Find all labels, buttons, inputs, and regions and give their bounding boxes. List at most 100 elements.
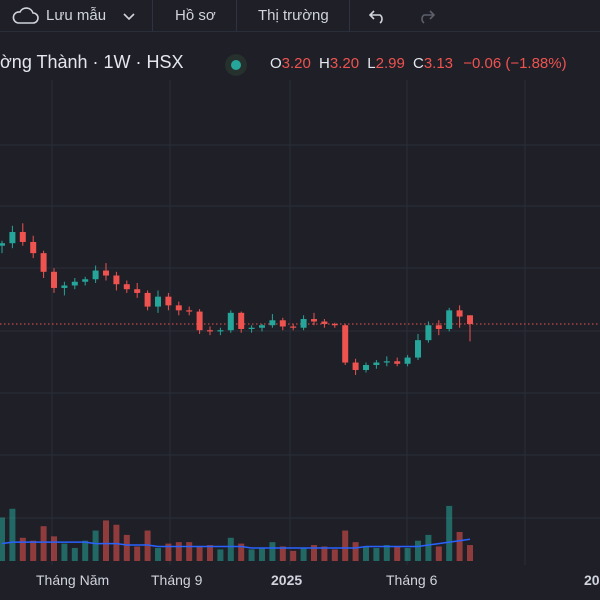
volume-bar [19, 537, 26, 561]
volume-bar [435, 546, 442, 561]
volume-bar [186, 542, 193, 561]
volume-bar [103, 520, 109, 561]
candle-body [363, 365, 369, 370]
volume-bar [259, 547, 265, 561]
market-status-indicator[interactable] [225, 54, 247, 76]
x-axis-label: Tháng 9 [151, 572, 203, 588]
volume-bar [82, 540, 89, 561]
x-axis-label: Tháng Năm [36, 572, 110, 588]
open-value: 3.20 [281, 55, 311, 72]
volume-bar [342, 530, 349, 561]
volume-bar [0, 517, 5, 561]
volume-bar [415, 540, 421, 561]
layout-dropdown-button[interactable] [122, 0, 136, 31]
candle-body [30, 241, 37, 254]
volume-bar [404, 547, 411, 561]
candle-body [71, 281, 78, 286]
candle-body [134, 289, 141, 293]
candle-body [217, 330, 224, 332]
volume-ma-line [1, 538, 471, 549]
undo-button[interactable] [368, 0, 388, 31]
candle-body [113, 275, 120, 285]
volume-bar [311, 545, 317, 561]
open-label: O [270, 55, 282, 72]
save-layout-label: Lưu mẫu [46, 7, 107, 24]
volume-bar [207, 545, 213, 561]
candle-body [19, 232, 26, 242]
candle-body [300, 319, 307, 328]
x-axis-label: Tháng 6 [386, 572, 438, 588]
chevron-down-icon [123, 12, 135, 20]
candle-body [279, 320, 286, 327]
volume-bar [196, 546, 203, 561]
toolbar-divider [236, 0, 237, 31]
top-toolbar: Lưu mẫu Hồ sơ Thị trường [0, 0, 600, 32]
candle-body [0, 243, 5, 246]
volume-bar [248, 549, 255, 561]
candles [0, 223, 473, 375]
volume-bar [92, 530, 99, 561]
candle-body [196, 311, 203, 331]
candle-body [175, 305, 182, 311]
candle-body [342, 325, 349, 363]
volume-bar [352, 542, 359, 561]
volume-bar [134, 546, 141, 561]
volume-bar [269, 542, 276, 561]
candle-body [435, 325, 442, 329]
candle-body [155, 296, 161, 307]
profile-button[interactable]: Hồ sơ [175, 7, 216, 24]
candle-body [415, 340, 421, 358]
candle-body [103, 270, 109, 276]
candle-body [238, 312, 245, 329]
close-value: 3.13 [423, 55, 454, 72]
candle-body [467, 315, 473, 324]
candle-body [456, 310, 463, 317]
candle-body [290, 326, 297, 328]
volume-bar [383, 545, 390, 561]
candle-body [165, 296, 172, 306]
volume-bar [363, 546, 369, 561]
save-layout-button[interactable]: Lưu mẫu [10, 0, 106, 31]
candle-body [227, 312, 234, 331]
volume-bar [425, 534, 432, 561]
volume-bar [467, 545, 473, 561]
candle-body [321, 321, 328, 324]
candle-body [144, 292, 151, 307]
candle-body [311, 319, 317, 322]
volume-bar [446, 505, 453, 561]
volume-bar [30, 540, 37, 561]
volume-bar [51, 536, 57, 561]
candle-body [331, 324, 338, 326]
volume-bar [279, 546, 286, 561]
candle-body [352, 362, 359, 370]
candle-body [207, 330, 213, 332]
volume-bar [373, 547, 380, 561]
volume-bar [456, 532, 463, 561]
volume-bar [331, 549, 338, 561]
symbol-title[interactable]: ờng Thành · 1W · HSX [0, 52, 184, 72]
candle-body [186, 310, 193, 312]
high-value: 3.20 [329, 55, 360, 72]
volume-bar [123, 534, 130, 561]
volume-bar [227, 537, 234, 561]
candle-body [61, 285, 68, 288]
x-axis-label: 20 [584, 572, 600, 588]
volume-bar [238, 543, 245, 561]
volume-bar [300, 547, 307, 561]
high-label: H [319, 55, 330, 72]
volume-bar [40, 526, 47, 561]
market-button[interactable]: Thị trường [258, 7, 329, 24]
redo-button[interactable] [416, 0, 436, 31]
candle-body [123, 284, 130, 290]
volume-bar [217, 549, 224, 561]
undo-icon [368, 9, 383, 24]
volume-bar [155, 547, 161, 561]
low-value: 2.99 [375, 55, 405, 72]
change-value: −0.06 (−1.88%) [463, 55, 567, 72]
candle-body [394, 361, 401, 364]
ohlc-values: O3.20 H3.20 L2.99 C3.13 −0.06 (−1.88%) [270, 55, 567, 72]
volume-bar [61, 543, 68, 561]
candle-body [248, 327, 255, 329]
candle-body [269, 320, 276, 326]
